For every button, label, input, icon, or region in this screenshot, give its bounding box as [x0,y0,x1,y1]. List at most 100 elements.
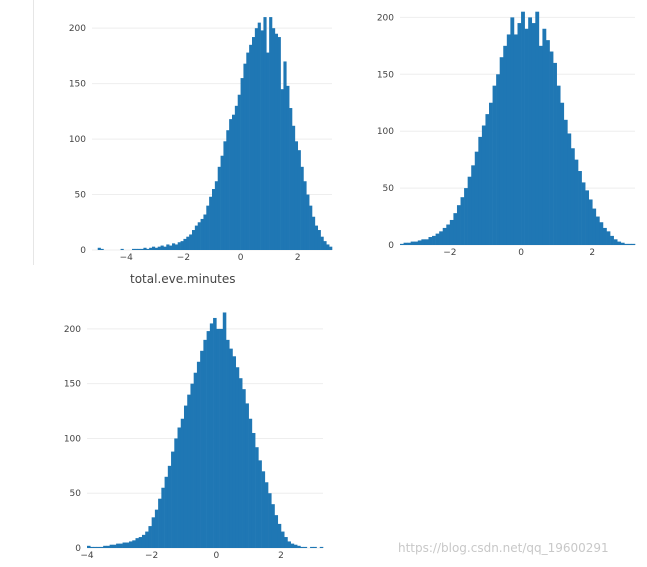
histogram-bar [180,418,185,548]
histogram-bar [129,541,133,548]
histogram-bar [631,243,636,245]
histogram-bar [157,246,161,250]
histogram-bar [132,540,136,548]
watermark: https://blog.csdn.net/qq_19600291 [398,541,609,555]
histogram-bar [303,181,307,250]
histogram-bar [97,247,101,250]
histogram-bar [146,248,150,250]
histogram-bar [161,487,165,548]
histogram-bar [140,248,144,250]
histogram-bar [151,517,156,548]
histogram-bar [255,447,259,548]
x-tick-label: 0 [238,253,244,263]
histogram-bar [158,498,162,548]
histogram-bar [286,85,290,250]
y-tick-label: 200 [69,24,86,34]
histogram-bar [407,242,411,245]
y-tick-label: 50 [70,489,82,499]
histogram-bar [223,141,227,250]
histogram-bar [481,125,486,245]
histogram-bar [496,74,500,246]
histogram-bar [154,509,159,548]
histogram-bar [220,155,224,250]
histogram-bar [303,546,308,548]
y-tick-label: 0 [388,241,394,251]
y-tick-label: 50 [75,191,87,201]
histogram-bar [258,460,262,548]
histogram-bar [542,28,547,246]
histogram-bar [531,23,536,246]
y-tick-label: 100 [377,127,394,137]
histogram-bar [403,242,408,245]
histogram-bar [193,372,198,548]
histogram-bar [216,328,220,548]
histogram-bar [503,45,508,246]
histogram-panel-2: 0 50 100 150 200 −2 0 2 [360,0,647,270]
histogram-bar [187,394,191,548]
histogram-bar [229,119,233,250]
histogram-bar [116,543,120,548]
histogram-bar [103,545,107,548]
histogram-bar [606,231,611,245]
histogram-bar [186,236,190,250]
histogram-bar [560,102,565,245]
histogram-bar [521,11,525,246]
histogram-bar [421,239,426,245]
histogram-bar [169,245,173,250]
histogram-panel-3: 0 50 100 150 200 −4 −2 0 2 [50,300,350,567]
histogram-bar [329,246,333,250]
histogram-bar [513,34,518,246]
histogram-bar [524,28,529,246]
histogram-bar [217,166,221,250]
histogram-bar [183,405,188,548]
histogram-bar [226,339,230,548]
y-tick-label: 200 [377,13,394,23]
histogram-bar [222,312,227,548]
histogram-bar [306,194,310,250]
histogram-bar [237,94,241,251]
x-tick-label: −4 [80,551,94,561]
histogram-bar [567,133,572,245]
histogram-bar [246,52,250,250]
histogram-bar [200,218,204,250]
histogram-bar [446,224,451,245]
histogram-bar [226,130,230,250]
histogram-bar [232,114,236,250]
histogram-bar [190,383,194,548]
histogram-bar [439,231,444,245]
histogram-bar [400,243,404,245]
histogram-bar [574,159,579,245]
histogram-bar [292,125,296,250]
y-tick-label: 100 [64,434,81,444]
histogram-bar [289,108,293,250]
histogram-bar [456,205,461,245]
histogram-bar [460,197,465,245]
histogram-bar [263,17,267,250]
histogram-bar [287,541,291,548]
histogram-bar [141,534,146,548]
histogram-bar [209,196,213,250]
histogram-bar [249,44,253,251]
histogram-bar [570,148,575,245]
histogram-bar [177,427,182,548]
histogram-bar [510,17,515,246]
histogram-bar [535,11,540,246]
y-tick-label: 200 [64,325,81,335]
histogram-bar [189,234,193,250]
histogram-bar [410,241,415,245]
histogram-bar [602,227,607,245]
y-tick-label: 150 [377,70,394,80]
histogram-bars [400,11,636,246]
histogram-bar [313,546,317,548]
histogram-bar [100,248,104,250]
histogram-bar [300,166,304,250]
histogram-bar [599,222,604,245]
x-tick-label: −2 [177,253,190,263]
x-tick-label: −4 [120,253,134,263]
histogram-bar [235,367,240,548]
histogram-bar [269,17,273,250]
histogram-bar [624,243,629,245]
x-tick-label: 2 [278,551,284,561]
histogram-bar [174,244,179,250]
histogram-bar [314,225,319,250]
